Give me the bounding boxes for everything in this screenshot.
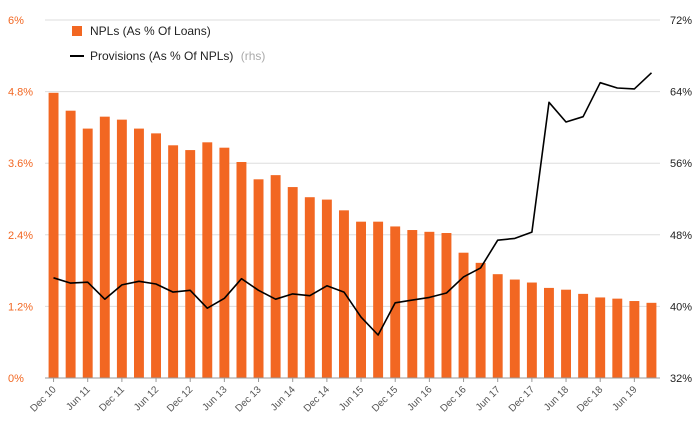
y-left-tick-label: 1.2% — [8, 301, 33, 313]
axes: 0% 32% 1.2% 40% 2.4% 48% 3.6% 56% 4.8% 64% 6% 72% De… — [8, 15, 692, 415]
legend-label-npl: NPLs (As % Of Loans) — [90, 24, 211, 38]
npl-bar — [475, 262, 486, 378]
y-right-tick-label: 48% — [670, 230, 692, 242]
npl-bar — [236, 162, 247, 378]
npl-bar — [168, 145, 179, 378]
y-left-tick-label: 6% — [8, 15, 24, 27]
y-right-tick-label: 56% — [670, 158, 692, 170]
provisions-line — [53, 72, 653, 336]
npl-bar — [287, 187, 298, 378]
x-tick-label: Jun 15 — [337, 384, 366, 413]
x-tick-label: Jun 18 — [542, 384, 571, 413]
npl-bar — [321, 199, 332, 378]
npl-bar — [526, 282, 537, 378]
y-left-tick-label: 2.4% — [8, 230, 33, 242]
grid-lines — [45, 19, 660, 307]
npl-bar — [407, 230, 418, 378]
npl-bar — [373, 221, 384, 378]
npl-bar — [134, 128, 144, 378]
npl-bar — [304, 197, 315, 378]
legend-label-provisions-wrapper: Provisions (As % Of NPLs) (rhs) — [90, 49, 265, 63]
x-tick-label: Jun 13 — [200, 384, 229, 413]
npl-bar — [646, 302, 657, 378]
npl-bar — [612, 298, 623, 378]
npl-bar — [99, 116, 110, 378]
y-right-tick-label: 64% — [670, 87, 692, 99]
npl-bar — [561, 289, 571, 378]
npl-bar — [82, 128, 93, 378]
npl-bar — [65, 110, 76, 379]
x-tick-label: Jun 17 — [474, 384, 503, 413]
npl-bar — [509, 279, 520, 378]
provisions-line-group — [53, 72, 653, 336]
npl-bar — [116, 119, 127, 378]
legend-note-rhs: (rhs) — [241, 49, 266, 63]
legend-swatch-npl — [72, 26, 82, 36]
y-left-tick-label: 4.8% — [8, 87, 33, 99]
npl-bar — [424, 231, 435, 378]
y-right-tick-label: 32% — [670, 373, 692, 385]
npl-bar — [219, 147, 230, 378]
x-tick-label: Dec 10 — [28, 384, 58, 414]
npl-bar — [253, 179, 264, 378]
npl-bar — [595, 297, 606, 378]
npl-bar — [458, 252, 469, 378]
npl-bar — [356, 221, 366, 378]
legend-label-provisions: Provisions (As % Of NPLs) — [90, 49, 233, 63]
npl-bar — [339, 210, 349, 378]
npl-bar — [270, 175, 281, 378]
npl-bar — [544, 287, 554, 378]
y-right-tick-label: 72% — [670, 15, 692, 27]
npl-bar — [441, 233, 452, 378]
x-tick-label: Dec 13 — [233, 384, 263, 414]
x-tick-label: Jun 14 — [269, 384, 298, 413]
x-tick-label: Jun 19 — [610, 384, 639, 413]
x-tick-label: Jun 11 — [64, 384, 93, 413]
x-tick-label: Dec 17 — [507, 384, 537, 414]
npl-bar — [629, 301, 640, 378]
npl-bar — [185, 150, 196, 378]
legend: NPLs (As % Of Loans) Provisions (As % Of… — [70, 24, 265, 63]
npl-bar — [578, 293, 589, 378]
x-tick-label: Dec 11 — [97, 384, 127, 414]
y-left-tick-label: 3.6% — [8, 158, 33, 170]
npl-bar — [202, 142, 213, 378]
npl-bar — [48, 92, 59, 378]
x-tick-label: Dec 15 — [370, 384, 400, 414]
y-right-tick-label: 40% — [670, 301, 692, 313]
x-tick-label: Dec 14 — [302, 384, 332, 414]
x-tick-label: Jun 16 — [405, 384, 434, 413]
x-tick-label: Jun 12 — [132, 384, 161, 413]
x-tick-label: Dec 12 — [165, 384, 195, 414]
npl-bar — [492, 274, 503, 378]
npl-bar — [151, 133, 161, 378]
x-tick-label: Dec 16 — [438, 384, 468, 414]
x-tick-label: Dec 18 — [575, 384, 605, 414]
npl-bars — [48, 92, 657, 379]
y-left-tick-label: 0% — [8, 373, 24, 385]
